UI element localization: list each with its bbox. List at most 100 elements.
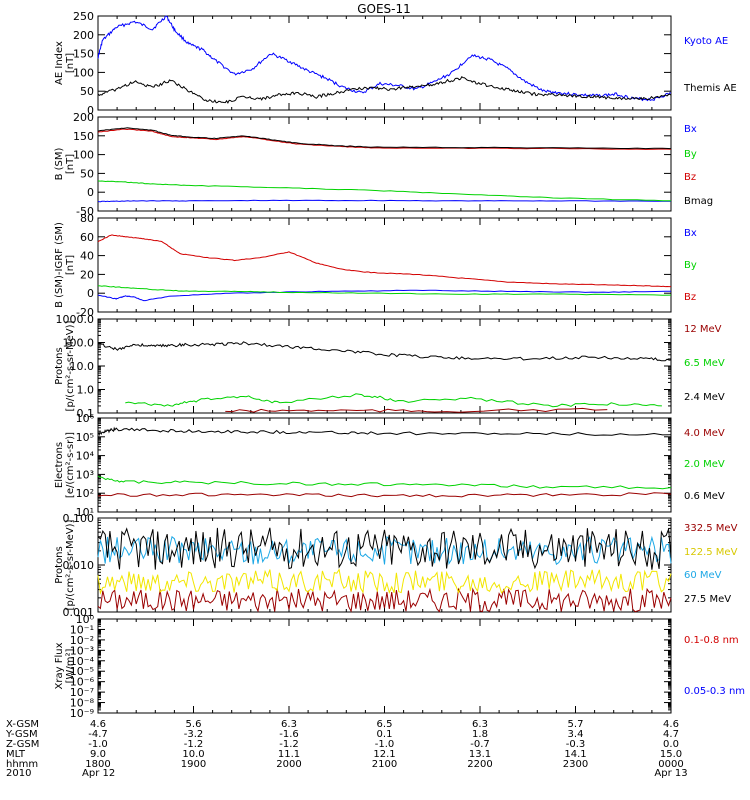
panel-frame: [97, 217, 672, 313]
x-axis-value: 6.3: [472, 719, 488, 730]
legend-bx: Bx: [684, 124, 697, 135]
y-tick-label: 10⁻¹: [70, 623, 94, 636]
y-tick-label: 100.0: [63, 337, 95, 350]
y-tick-label: -20: [76, 306, 94, 319]
panel-db: -20 0 20 40 60 80 B (SM)-IGRF (SM)[nT] Bx By Bz: [54, 212, 697, 319]
y-axis-label-line: Xray Flux: [54, 642, 65, 689]
x-axis-value: 1800: [85, 759, 110, 770]
x-row-label: hhmm: [6, 759, 38, 770]
series-line-2-0-mev: [97, 475, 672, 490]
y-axis-label-line: [W/m²]: [65, 648, 76, 683]
x-axis-value: 5.6: [186, 719, 202, 730]
series-line-bmag: [97, 127, 672, 150]
x-axis-value: Apr 13: [654, 768, 687, 779]
panel-frame: [97, 618, 672, 714]
legend-0-05-0-3-nm: 0.05-0.3 nm: [684, 686, 745, 697]
series-line-bx: [97, 289, 671, 302]
y-tick-label: 60: [80, 231, 94, 244]
series-line-bx: [97, 199, 672, 203]
panel-protons2: 0.0010.0100.100Protons[p/(cm²-s-sr-MeV)]…: [54, 512, 738, 619]
y-tick-label: 0: [87, 104, 94, 117]
legend-0-1-0-8-nm: 0.1-0.8 nm: [684, 635, 739, 646]
y-tick-label: 80: [80, 212, 94, 225]
x-row-label: Z-GSM: [6, 739, 39, 750]
x-axis-value: 2000: [276, 759, 301, 770]
series-line-kyoto-ae: [97, 15, 672, 102]
y-tick-label: 50: [80, 85, 94, 98]
x-axis-value: 4.7: [663, 729, 679, 740]
y-axis-label-line: [nT]: [65, 154, 76, 174]
series-line-12-mev: [225, 407, 608, 413]
series-line-bz: [97, 234, 671, 288]
x-axis-value: -1.2: [279, 739, 299, 750]
y-axis-label-line: [p/(cm²-s-sr-MeV)]: [65, 320, 76, 411]
y-tick-label: 0: [87, 287, 94, 300]
y-tick-label: 20: [80, 268, 94, 281]
y-tick-label: 0: [87, 186, 94, 199]
x-axis-value: -3.2: [184, 729, 204, 740]
legend-2-4-mev: 2.4 MeV: [684, 392, 725, 403]
y-tick-label: 10⁻³: [70, 644, 94, 657]
x-axis-value: 13.1: [469, 749, 491, 760]
x-axis-value: 4.6: [90, 719, 106, 730]
y-tick-label: 150: [73, 48, 94, 61]
x-axis-value: -1.6: [279, 729, 299, 740]
panel-ae: 0 50 100 150 200 250 AE Index[nT] Kyoto AE Themi…: [54, 10, 737, 117]
plot-title: GOES-11: [357, 2, 411, 16]
y-tick-label: 10²: [76, 487, 94, 500]
y-axis-label-line: Protons: [54, 347, 65, 384]
x-axis-value: -4.7: [88, 729, 108, 740]
series-line-2-4-mev: [97, 341, 672, 362]
y-tick-label: 200: [73, 29, 94, 42]
y-axis-label: B (SM)[nT]: [54, 147, 76, 180]
y-axis-label-line: Protons: [54, 546, 65, 583]
y-tick-label: 250: [73, 10, 94, 23]
panel-frame: [97, 15, 672, 111]
series-line-by: [97, 180, 671, 202]
x-axis-value: 11.1: [278, 749, 300, 760]
legend-12-mev: 12 MeV: [684, 324, 722, 335]
legend-27-5-mev: 27.5 MeV: [684, 594, 731, 605]
x-axis-value: -1.0: [88, 739, 108, 750]
y-axis-label-line: Electrons: [54, 442, 65, 488]
series-line-by: [97, 285, 672, 296]
legend-themis-ae: Themis AE: [683, 83, 737, 94]
x-axis-value: Apr 12: [82, 768, 115, 779]
y-axis-label: AE Index[nT]: [54, 41, 76, 85]
y-tick-label: 100: [73, 66, 94, 79]
x-axis-value: 12.1: [373, 749, 395, 760]
x-axis-value: 0000: [658, 759, 683, 770]
y-tick-label: -50: [76, 205, 94, 218]
x-axis-value: 2300: [563, 759, 588, 770]
x-axis-value: 0.0: [663, 739, 679, 750]
legend-bx: Bx: [684, 228, 697, 239]
y-tick-label: 100: [73, 149, 94, 162]
x-axis-value: 2100: [372, 759, 397, 770]
y-tick-label: 10.0: [70, 360, 95, 373]
x-axis-value: 5.7: [568, 719, 584, 730]
y-tick-label: 150: [73, 130, 94, 143]
y-tick-label: 10⁻⁷: [70, 686, 94, 699]
y-axis-label: Protons[p/(cm²-s-sr-MeV)]: [54, 519, 76, 610]
panel-b: -50 0 50 100 150 200 B (SM)[nT] Bx By Bz Bmag: [54, 111, 713, 218]
y-tick-label: 200: [73, 111, 94, 124]
y-tick-label: 40: [80, 250, 94, 263]
y-axis-label-line: [e/(cm²-s-sr)]: [65, 432, 76, 498]
y-tick-label: 10⁻⁸: [70, 697, 95, 710]
y-tick-label: 1.0: [77, 384, 95, 397]
legend-bz: Bz: [684, 292, 696, 303]
y-tick-label: 0.100: [63, 512, 95, 525]
y-axis-label-line: [nT]: [65, 53, 76, 73]
x-axis-value: 9.0: [90, 749, 106, 760]
x-row-label: MLT: [6, 749, 26, 760]
y-tick-label: 10⁻⁵: [70, 665, 94, 678]
x-axis-value: -0.3: [566, 739, 586, 750]
y-tick-label: 10⁴: [76, 450, 95, 463]
x-axis-value: 1.8: [472, 729, 488, 740]
x-axis-value: 2200: [467, 759, 492, 770]
y-tick-label: 10⁻⁹: [70, 707, 94, 720]
series-line-themis-ae: [97, 75, 672, 104]
legend-bz: Bz: [684, 172, 696, 183]
